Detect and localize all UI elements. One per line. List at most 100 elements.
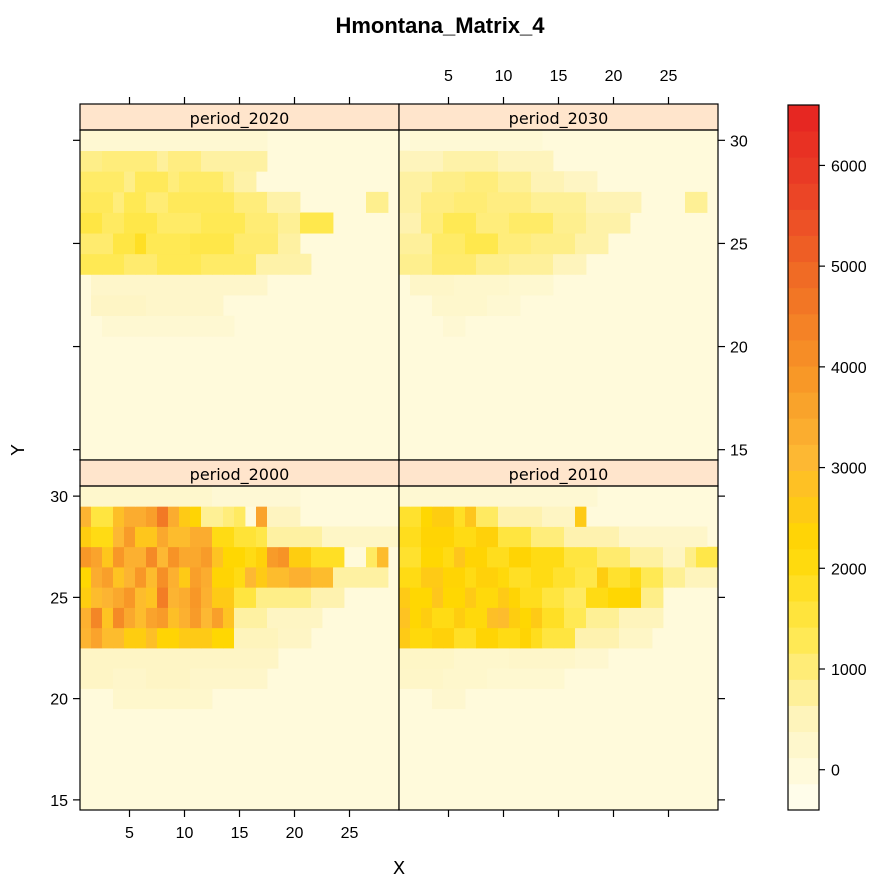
heatmap-cell — [212, 567, 224, 588]
heatmap-cell — [333, 526, 345, 548]
heatmap-cell — [201, 253, 213, 275]
heatmap-cell — [498, 233, 510, 255]
x-tick-label: 15 — [550, 68, 568, 85]
heatmap-cell — [102, 587, 114, 608]
color-key-segment — [788, 627, 819, 654]
heatmap-cell — [212, 253, 224, 275]
heatmap-cell — [91, 486, 103, 507]
heatmap-cell — [641, 546, 653, 568]
heatmap-cell — [344, 567, 356, 588]
heatmap-cell — [410, 607, 422, 629]
heatmap-cell — [465, 627, 477, 649]
heatmap-cell — [135, 191, 147, 213]
heatmap-cell — [465, 171, 477, 193]
heatmap-cell — [575, 171, 587, 193]
heatmap-cell — [91, 274, 103, 296]
color-key-segment — [788, 418, 819, 445]
heatmap-cell — [597, 546, 609, 568]
heatmap-cell — [256, 274, 268, 296]
heatmap-cell — [157, 607, 169, 629]
heatmap-cell — [421, 567, 433, 588]
heatmap-cell — [190, 506, 202, 527]
heatmap-cell — [135, 295, 147, 317]
heatmap-cell — [245, 486, 257, 507]
heatmap-cell — [146, 191, 158, 213]
heatmap-cell — [201, 668, 213, 689]
heatmap-cell — [421, 546, 433, 568]
heatmap-cell — [630, 607, 642, 629]
heatmap-cell — [377, 567, 389, 588]
heatmap-cell — [465, 150, 477, 172]
heatmap-cell — [586, 607, 598, 629]
heatmap-cell — [80, 526, 92, 548]
heatmap-cell — [520, 274, 532, 296]
heatmap-cell — [124, 668, 136, 689]
heatmap-cell — [630, 587, 642, 608]
heatmap-cell — [168, 587, 180, 608]
color-key-segment — [788, 522, 819, 550]
heatmap-cell — [652, 546, 664, 568]
color-key: 0 1000 2000 3000 4000 5000 6000 — [787, 104, 867, 811]
heatmap-cell — [487, 546, 499, 568]
heatmap-cell — [597, 233, 609, 255]
chart-title: Hmontana_Matrix_4 — [335, 13, 545, 38]
heatmap-cell — [245, 274, 257, 296]
heatmap-cell — [564, 171, 576, 193]
heatmap-cell — [421, 130, 433, 152]
heatmap-cell — [300, 567, 312, 588]
heatmap-cell — [157, 627, 169, 649]
heatmap-cell — [168, 191, 180, 213]
heatmap-cell — [113, 627, 125, 649]
heatmap-cell — [465, 274, 477, 296]
heatmap-cell — [509, 627, 521, 649]
heatmap-cell — [157, 567, 169, 588]
y-tick-label: 15 — [50, 793, 68, 810]
y-tick-label: 30 — [50, 489, 68, 506]
heatmap-cell — [190, 191, 202, 213]
heatmap-cell — [421, 668, 433, 689]
heatmap-cell — [135, 315, 147, 337]
heatmap-cell — [212, 274, 224, 296]
heatmap-cell — [113, 607, 125, 629]
heatmap-cell — [289, 627, 301, 649]
heatmap-cell — [212, 546, 224, 568]
heatmap-cell — [124, 233, 136, 255]
heatmap-cell — [157, 668, 169, 689]
heatmap-cell — [410, 546, 422, 568]
heatmap-cell — [256, 567, 268, 588]
color-key-segment — [788, 157, 819, 184]
heatmap-cell — [113, 668, 125, 689]
heatmap-cell — [465, 191, 477, 213]
heatmap-cell — [201, 486, 213, 507]
heatmap-cell — [454, 607, 466, 629]
heatmap-cell — [542, 546, 554, 568]
heatmap-cell — [267, 627, 279, 649]
heatmap-cell — [80, 648, 92, 669]
heatmap-cell — [454, 668, 466, 689]
heatmap-cell — [531, 526, 543, 548]
heatmap-cell — [157, 546, 169, 568]
heatmap-cell — [146, 688, 158, 710]
heatmap-cell — [575, 607, 587, 629]
color-key-segment — [788, 340, 819, 367]
heatmap-cell — [256, 212, 268, 234]
heatmap-cell — [465, 486, 477, 507]
heatmap-cell — [399, 233, 411, 255]
heatmap-cell — [652, 526, 664, 548]
heatmap-cell — [432, 295, 444, 317]
heatmap-cell — [190, 546, 202, 568]
heatmap-cell — [91, 191, 103, 213]
heatmap-cell — [487, 295, 499, 317]
heatmap-cell — [201, 295, 213, 317]
heatmap-cell — [234, 506, 246, 527]
heatmap-cell — [135, 526, 147, 548]
x-tick-label: 5 — [125, 825, 134, 842]
heatmap-cell — [91, 668, 103, 689]
heatmap-cell — [146, 130, 158, 152]
heatmap-cell — [267, 587, 279, 608]
color-key-segment — [788, 575, 819, 602]
heatmap-cell — [201, 607, 213, 629]
color-key-tick-label: 4000 — [831, 360, 867, 377]
color-key-segment — [788, 679, 819, 706]
heatmap-cell — [311, 567, 323, 588]
